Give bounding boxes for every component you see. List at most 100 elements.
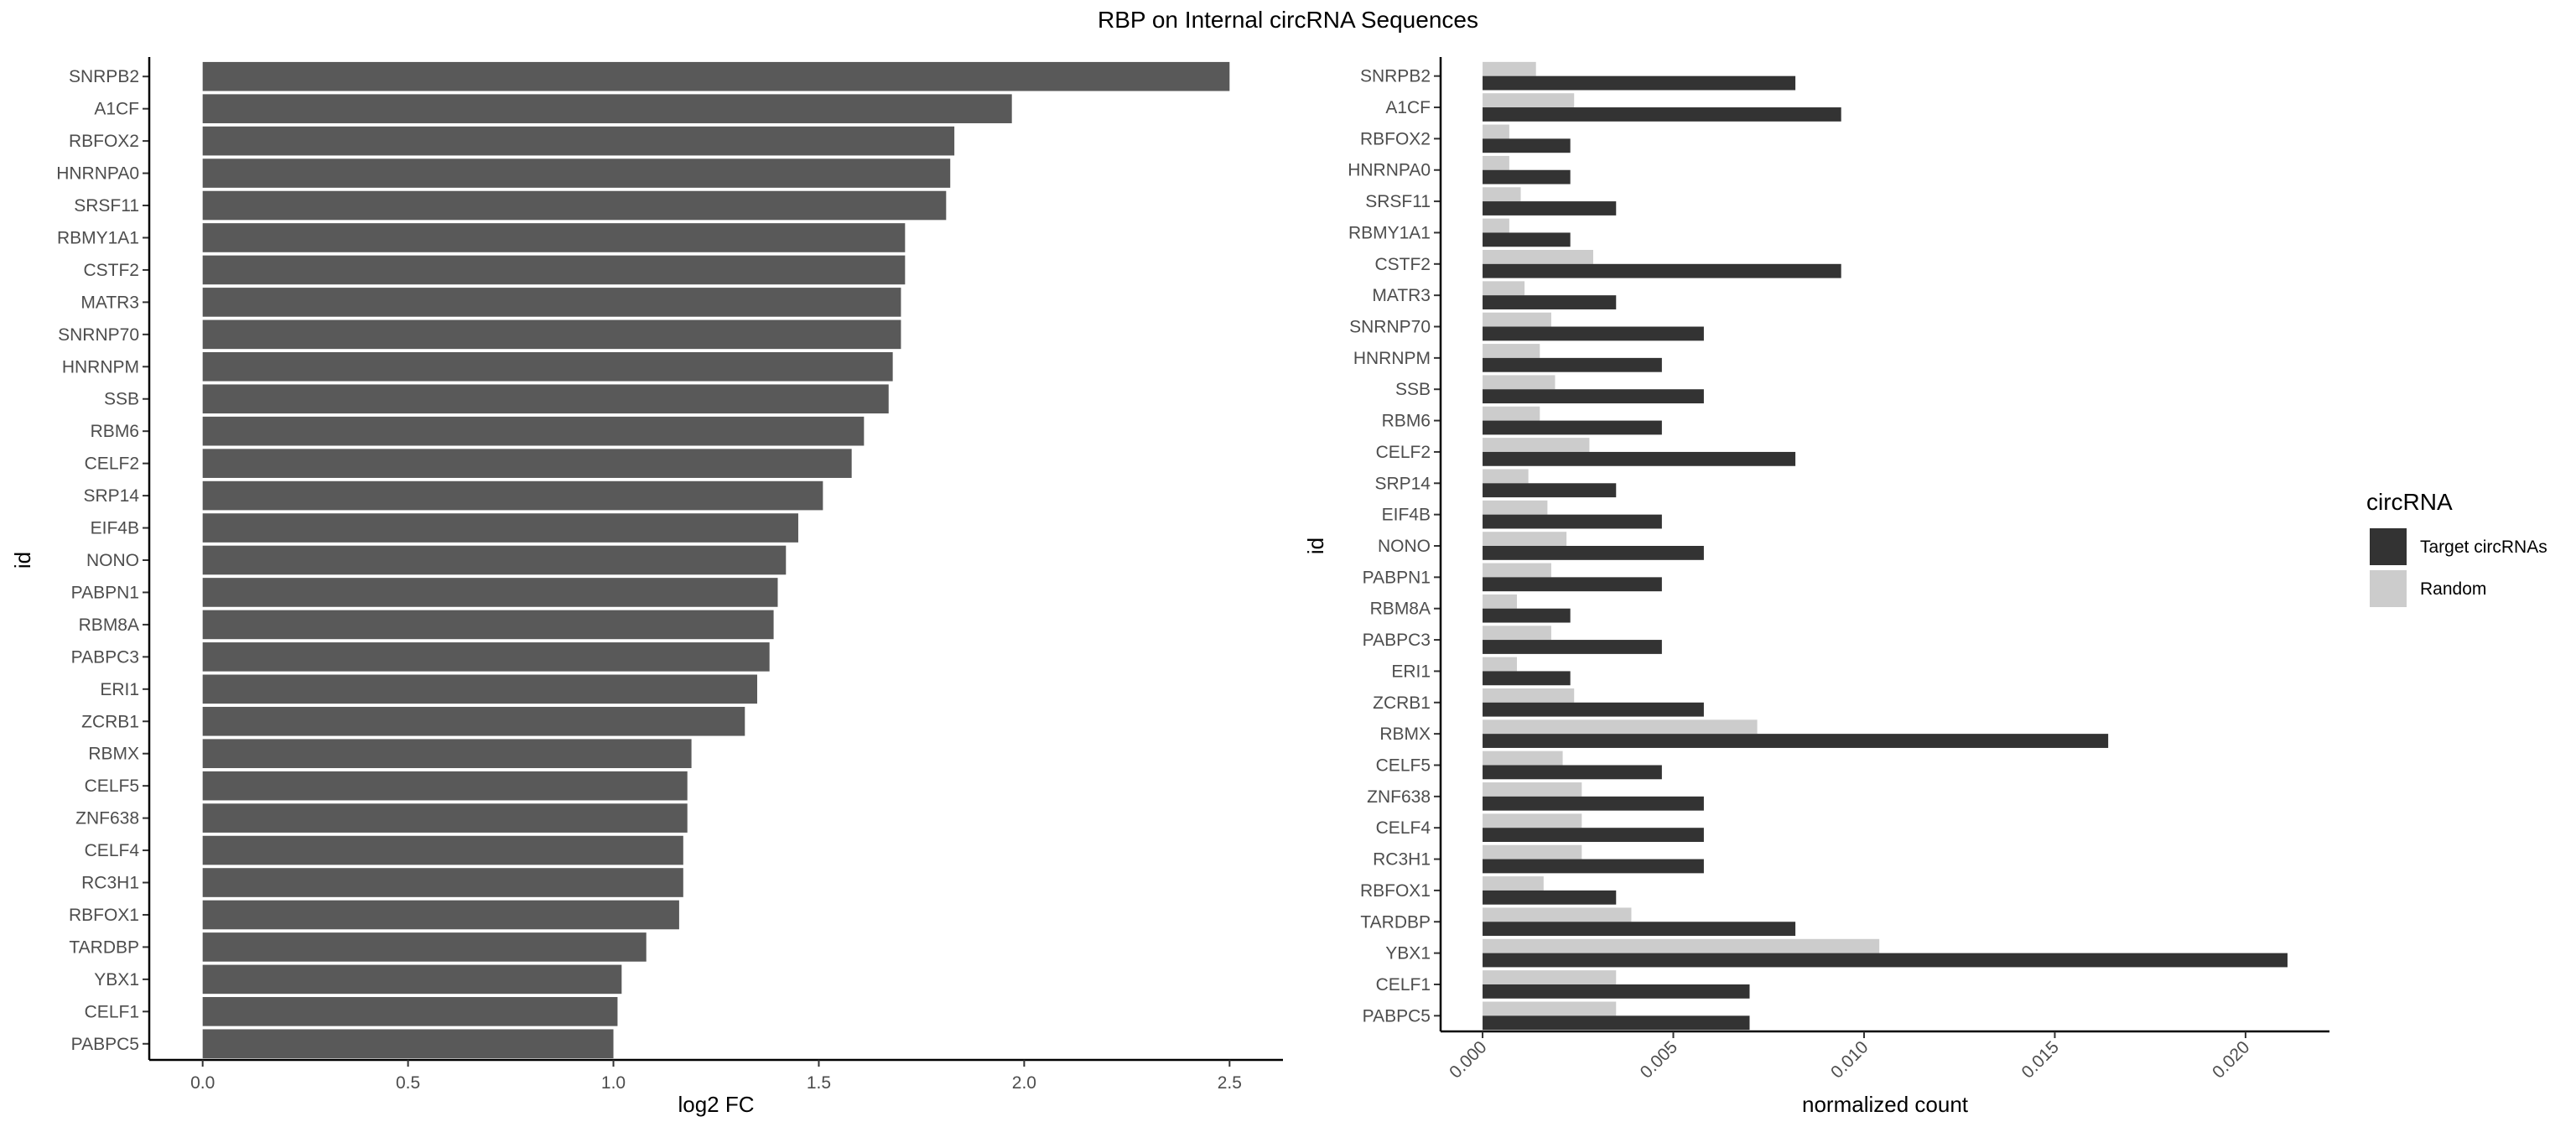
y-tick-label: RC3H1 (1373, 850, 1431, 870)
y-tick-label: YBX1 (1385, 944, 1431, 963)
bar-log2fc (202, 642, 770, 672)
y-axis-title: id (10, 552, 35, 569)
bar-random (1483, 750, 1563, 766)
y-tick-label: TARDBP (1360, 912, 1431, 932)
bar-random (1483, 312, 1551, 327)
y-tick-label: RBFOX2 (69, 132, 139, 151)
y-tick-label: RBM6 (91, 422, 139, 441)
y-tick-label: A1CF (1385, 98, 1431, 117)
bar-log2fc (202, 126, 955, 156)
bar-random (1483, 500, 1548, 515)
bar-log2fc (202, 900, 679, 930)
bar-log2fc (202, 288, 901, 317)
bar-log2fc (202, 932, 647, 962)
x-tick-label: 1.0 (601, 1073, 626, 1093)
y-tick-label: RBMX (1379, 724, 1431, 744)
bar-target-circrnas (1483, 1015, 1750, 1031)
bar-log2fc (202, 513, 798, 543)
y-tick-label: SRP14 (83, 486, 139, 506)
y-tick-label: CELF1 (1376, 975, 1431, 995)
y-tick-label: ERI1 (100, 680, 139, 699)
bar-log2fc (202, 384, 889, 414)
bar-target-circrnas (1483, 702, 1704, 717)
y-tick-label: SRP14 (1374, 474, 1431, 493)
legend-title: circRNA (2366, 489, 2453, 515)
bar-random (1483, 281, 1525, 296)
y-tick-label: RBFOX2 (1360, 129, 1431, 148)
bar-target-circrnas (1483, 420, 1662, 435)
y-tick-label: SRSF11 (74, 196, 139, 216)
y-tick-label: MATR3 (1372, 286, 1431, 305)
bar-random (1483, 782, 1582, 797)
y-tick-label: SSB (1395, 380, 1431, 399)
bar-target-circrnas (1483, 828, 1704, 843)
y-tick-label: HNRNPA0 (1348, 161, 1431, 180)
bar-log2fc (202, 223, 906, 252)
y-tick-label: ZCRB1 (81, 712, 139, 731)
y-tick-label: RC3H1 (81, 874, 139, 893)
y-tick-label: HNRNPM (1353, 349, 1431, 368)
y-tick-label: PABPC3 (71, 647, 139, 667)
bar-random (1483, 876, 1544, 891)
y-tick-label: CELF5 (85, 776, 139, 796)
bar-log2fc (202, 578, 778, 607)
chart-title: RBP on Internal circRNA Sequences (1098, 7, 1478, 33)
y-tick-label: RBMY1A1 (1348, 223, 1431, 242)
bar-log2fc (202, 803, 688, 833)
y-tick-label: RBFOX1 (69, 906, 139, 925)
bar-log2fc (202, 964, 622, 995)
bar-target-circrnas (1483, 922, 1796, 937)
y-tick-label: CELF4 (1376, 818, 1431, 838)
y-tick-label: CSTF2 (1374, 255, 1431, 274)
bar-target-circrnas (1483, 608, 1571, 623)
legend-swatch-target (2370, 528, 2407, 565)
y-tick-label: NONO (1378, 537, 1431, 556)
bar-random (1483, 907, 1632, 922)
y-tick-label: PABPN1 (1363, 568, 1431, 587)
bar-log2fc (202, 255, 906, 285)
bar-target-circrnas (1483, 295, 1617, 309)
bar-log2fc (202, 158, 951, 188)
y-tick-label: CELF2 (1376, 443, 1431, 462)
bar-target-circrnas (1483, 577, 1662, 592)
x-tick-label: 1.5 (807, 1073, 831, 1093)
y-tick-label: SNRPB2 (69, 67, 139, 86)
y-tick-label: RBM8A (1370, 600, 1431, 619)
x-tick-label: 0.020 (2209, 1037, 2253, 1082)
bar-log2fc (202, 449, 852, 478)
y-tick-label: CELF2 (85, 454, 139, 474)
bar-random (1483, 594, 1517, 609)
y-tick-label: ZCRB1 (1373, 693, 1431, 713)
bar-target-circrnas (1483, 138, 1571, 153)
y-tick-label: PABPC5 (71, 1035, 139, 1054)
bar-log2fc (202, 610, 774, 640)
left-panel-log2fc: SNRPB2 A1CF RBFOX2 HNRNPA0 SRSF11 RBMY1A1 CSTF… (10, 57, 1283, 1117)
bar-random (1483, 375, 1555, 390)
bar-random (1483, 218, 1509, 233)
bar-random (1483, 813, 1582, 828)
bar-target-circrnas (1483, 107, 1841, 122)
bar-target-circrnas (1483, 859, 1704, 874)
bar-log2fc (202, 739, 692, 769)
y-tick-label: YBX1 (94, 970, 139, 989)
y-tick-label: RBM6 (1382, 412, 1431, 431)
legend-label: Random (2420, 579, 2486, 599)
bar-target-circrnas (1483, 326, 1704, 341)
x-tick-label: 0.5 (396, 1073, 420, 1093)
y-tick-label: TARDBP (69, 937, 139, 957)
y-tick-label: EIF4B (1382, 506, 1431, 525)
bar-log2fc (202, 480, 823, 511)
y-tick-label: SNRNP70 (58, 325, 139, 345)
bar-target-circrnas (1483, 546, 1704, 560)
bar-log2fc (202, 94, 1012, 123)
bar-random (1483, 93, 1575, 108)
y-tick-label: NONO (86, 551, 139, 570)
bar-random (1483, 719, 1758, 735)
y-tick-label: HNRNPA0 (56, 164, 139, 184)
y-tick-label: ERI1 (1391, 662, 1431, 681)
bar-target-circrnas (1483, 984, 1750, 999)
bar-log2fc (202, 416, 865, 446)
right-panel-normalized-count: SNRPB2 A1CF RBFOX2 HNRNPA0 SRSF11 RBMY1A1 CSTF… (1303, 57, 2329, 1117)
x-tick-label: 0.000 (1446, 1037, 1490, 1082)
bar-random (1483, 688, 1575, 703)
